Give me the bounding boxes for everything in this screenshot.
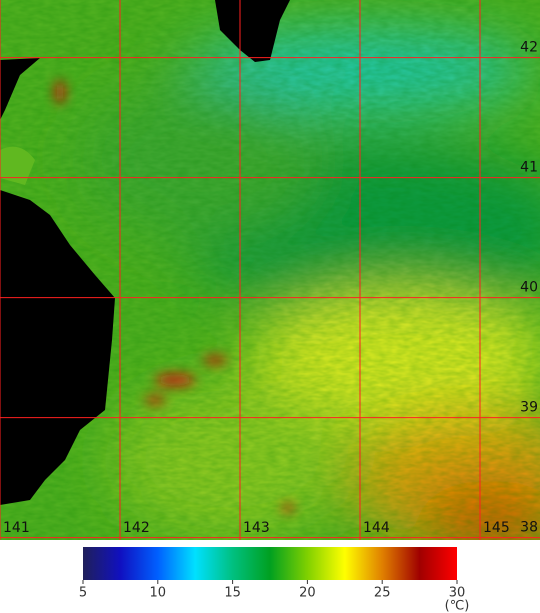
lon-label: 141 xyxy=(3,520,30,536)
colorbar-tick-label: 10 xyxy=(150,586,167,601)
colorbar xyxy=(83,547,457,580)
colorbar-tick-label: 30 xyxy=(449,586,466,601)
colorbar-tick-label: 25 xyxy=(374,586,391,601)
lon-label: 142 xyxy=(123,520,150,536)
colorbar-tick-label: 15 xyxy=(224,586,241,601)
sst-image xyxy=(0,0,540,540)
colorbar-tick-label: 20 xyxy=(299,586,316,601)
lat-label: 39 xyxy=(520,400,538,416)
lon-label: 143 xyxy=(243,520,270,536)
lat-label: 42 xyxy=(520,40,538,56)
lat-label: 40 xyxy=(520,280,538,296)
land-hokkaido xyxy=(215,0,290,62)
land-honshu xyxy=(0,58,115,505)
lon-label: 145 xyxy=(483,520,510,536)
lat-label: 41 xyxy=(520,160,538,176)
lat-label: 38 xyxy=(520,520,538,536)
colorbar-tick-label: 5 xyxy=(79,586,87,601)
colorbar-unit: (℃) xyxy=(445,599,470,613)
lon-label: 144 xyxy=(363,520,390,536)
graticule: 141 142 143 144 145 42 41 40 39 38 xyxy=(0,0,540,540)
